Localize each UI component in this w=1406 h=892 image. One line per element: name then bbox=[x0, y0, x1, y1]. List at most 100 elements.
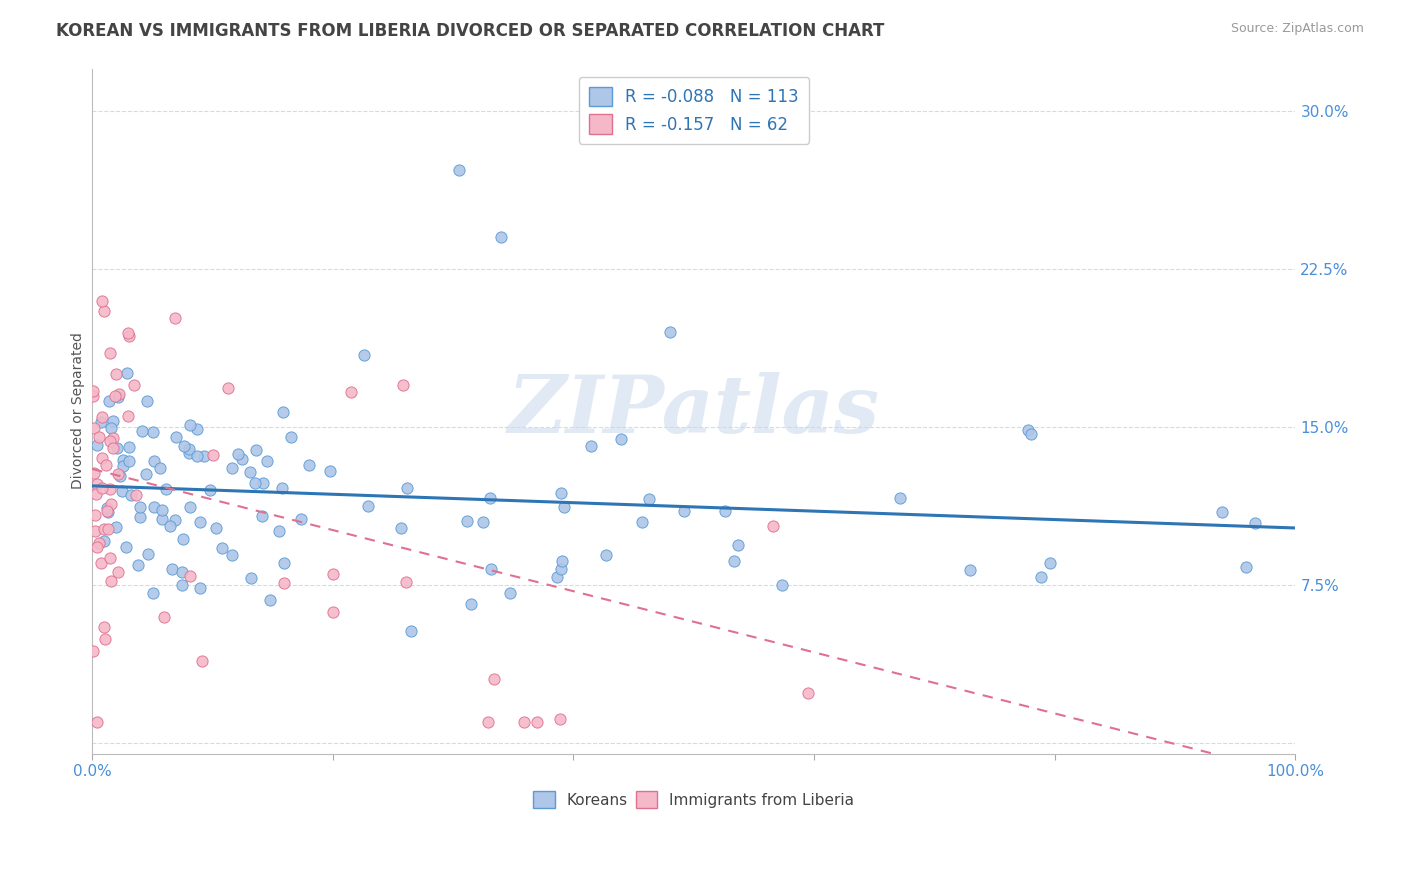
Point bbox=[162, 562, 184, 576]
Point bbox=[267, 524, 290, 539]
Point bbox=[105, 367, 128, 381]
Point bbox=[115, 366, 138, 380]
Point bbox=[159, 519, 181, 533]
Point bbox=[100, 421, 122, 435]
Point bbox=[87, 430, 110, 444]
Point bbox=[391, 378, 413, 392]
Point bbox=[723, 554, 745, 568]
Point bbox=[595, 548, 617, 562]
Point bbox=[96, 504, 118, 518]
Point bbox=[83, 466, 105, 480]
Point bbox=[98, 482, 121, 496]
Point bbox=[86, 477, 108, 491]
Point bbox=[551, 554, 574, 568]
Point bbox=[91, 481, 114, 495]
Point bbox=[637, 492, 659, 507]
Legend: Koreans, Immigrants from Liberia: Koreans, Immigrants from Liberia bbox=[527, 784, 860, 814]
Point bbox=[101, 442, 124, 456]
Text: KOREAN VS IMMIGRANTS FROM LIBERIA DIVORCED OR SEPARATED CORRELATION CHART: KOREAN VS IMMIGRANTS FROM LIBERIA DIVORC… bbox=[56, 22, 884, 40]
Point bbox=[714, 504, 737, 518]
Point bbox=[322, 605, 344, 619]
Point bbox=[179, 418, 201, 433]
Point bbox=[150, 503, 173, 517]
Point bbox=[94, 632, 117, 646]
Text: Source: ZipAtlas.com: Source: ZipAtlas.com bbox=[1230, 22, 1364, 36]
Point bbox=[100, 551, 122, 566]
Point bbox=[1017, 423, 1039, 437]
Point bbox=[1038, 556, 1060, 570]
Point bbox=[83, 421, 105, 435]
Point bbox=[150, 512, 173, 526]
Point bbox=[89, 536, 111, 550]
Point bbox=[456, 514, 478, 528]
Point bbox=[165, 430, 187, 444]
Point bbox=[357, 499, 380, 513]
Point bbox=[125, 488, 148, 502]
Point bbox=[256, 454, 278, 468]
Point bbox=[153, 609, 176, 624]
Point bbox=[658, 325, 681, 339]
Point bbox=[290, 512, 312, 526]
Point bbox=[1211, 505, 1233, 519]
Text: ZIPatlas: ZIPatlas bbox=[508, 372, 880, 450]
Point bbox=[104, 389, 127, 403]
Point bbox=[98, 434, 121, 449]
Point bbox=[97, 504, 120, 518]
Point bbox=[959, 563, 981, 577]
Point bbox=[259, 593, 281, 607]
Point bbox=[319, 464, 342, 478]
Point bbox=[186, 449, 208, 463]
Point bbox=[93, 522, 115, 536]
Point bbox=[135, 467, 157, 482]
Point bbox=[399, 624, 422, 638]
Point bbox=[449, 162, 471, 177]
Point bbox=[221, 549, 243, 563]
Point bbox=[97, 394, 120, 409]
Point bbox=[188, 515, 211, 529]
Point bbox=[548, 712, 571, 726]
Point bbox=[115, 540, 138, 554]
Point bbox=[136, 547, 159, 561]
Point bbox=[117, 326, 139, 340]
Point bbox=[672, 503, 695, 517]
Point bbox=[111, 484, 134, 499]
Point bbox=[239, 465, 262, 479]
Point bbox=[98, 346, 121, 360]
Point bbox=[193, 449, 215, 463]
Point bbox=[163, 513, 186, 527]
Point bbox=[105, 442, 128, 456]
Point bbox=[107, 390, 129, 404]
Point bbox=[118, 329, 141, 343]
Point bbox=[273, 405, 295, 419]
Point bbox=[83, 524, 105, 539]
Y-axis label: Divorced or Separated: Divorced or Separated bbox=[72, 333, 86, 490]
Point bbox=[172, 532, 194, 546]
Point bbox=[94, 458, 117, 472]
Point bbox=[479, 561, 502, 575]
Point bbox=[142, 585, 165, 599]
Point bbox=[460, 597, 482, 611]
Point bbox=[100, 497, 122, 511]
Point bbox=[172, 578, 194, 592]
Point bbox=[271, 481, 294, 495]
Point bbox=[340, 384, 363, 399]
Point bbox=[173, 438, 195, 452]
Point bbox=[797, 686, 820, 700]
Point bbox=[143, 500, 166, 514]
Point bbox=[631, 515, 654, 529]
Point bbox=[186, 422, 208, 436]
Point bbox=[135, 393, 157, 408]
Point bbox=[97, 522, 120, 536]
Point bbox=[82, 389, 104, 403]
Point bbox=[211, 541, 233, 556]
Point bbox=[770, 578, 793, 592]
Point bbox=[91, 409, 114, 424]
Point bbox=[322, 567, 344, 582]
Point bbox=[1243, 516, 1265, 530]
Point bbox=[217, 381, 239, 395]
Point bbox=[93, 304, 115, 318]
Point bbox=[149, 461, 172, 475]
Point bbox=[389, 521, 412, 535]
Point bbox=[252, 475, 274, 490]
Point bbox=[395, 481, 418, 495]
